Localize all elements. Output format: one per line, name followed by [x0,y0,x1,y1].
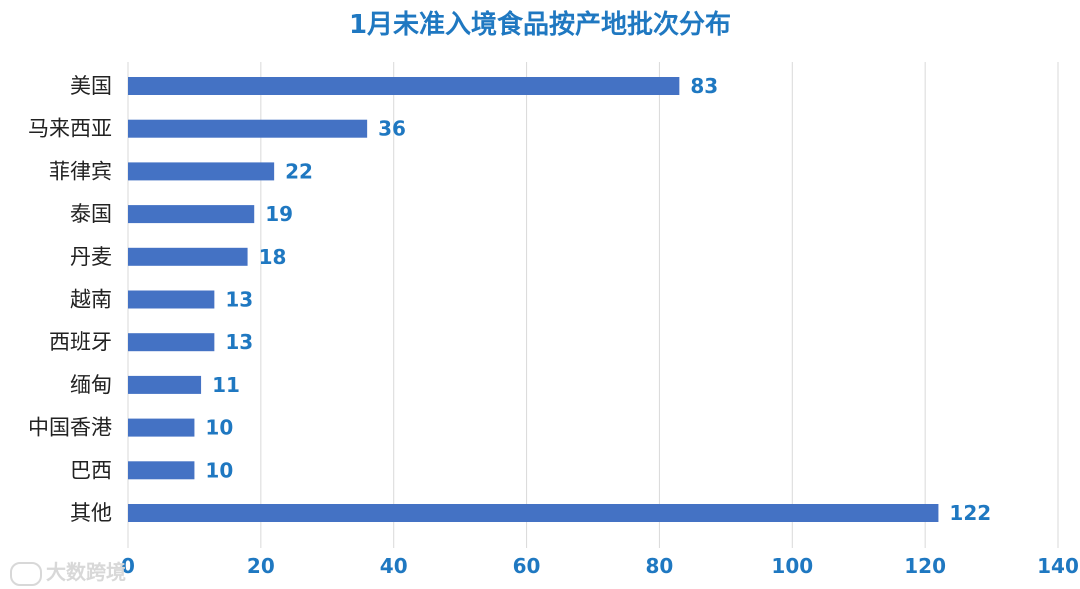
bar [128,247,248,266]
category-label: 越南 [70,288,112,312]
bar [128,504,939,522]
value-label: 13 [225,288,253,312]
bar [128,77,680,95]
category-label: 马来西亚 [28,117,112,141]
category-label: 泰国 [70,202,112,226]
category-label: 缅甸 [70,373,112,397]
value-label: 13 [225,330,253,354]
bar [128,162,275,181]
bar [128,119,368,138]
value-label: 10 [205,416,233,440]
value-label: 36 [378,117,406,141]
x-tick-label: 120 [904,554,946,578]
x-tick-label: 20 [247,554,275,578]
x-tick-label: 80 [646,554,674,578]
category-label: 其他 [70,501,112,525]
x-tick-label: 60 [513,554,541,578]
x-tick-label: 40 [380,554,408,578]
bar [128,418,195,437]
category-label: 西班牙 [49,330,112,354]
category-label: 巴西 [70,458,112,482]
bar [128,290,215,309]
value-label: 10 [205,458,233,482]
bars [128,77,939,522]
category-label: 菲律宾 [49,159,112,183]
value-label: 83 [690,74,718,98]
x-tick-label: 0 [121,554,135,578]
labels: 0 20 40 60 80 100 120 140 美国 83 马来西亚 36 菲律宾 22 泰国 19 丹麦 1… [28,74,1079,578]
watermark: 大数跨境 [10,556,126,586]
logo-icon [10,561,42,586]
value-label: 19 [265,202,293,226]
x-tick-label: 100 [771,554,813,578]
watermark-text: 大数跨境 [46,560,126,584]
value-label: 18 [259,245,287,269]
category-label: 丹麦 [70,245,112,269]
grid-lines [127,62,1059,548]
value-label: 122 [949,501,991,525]
bar [128,375,202,394]
chart-title: 1月未准入境食品按产地批次分布 [349,9,731,40]
bar [128,461,195,480]
category-label: 美国 [70,74,112,98]
category-label: 中国香港 [28,416,112,440]
bar [128,205,255,224]
bar [128,333,215,352]
value-label: 11 [212,373,240,397]
x-tick-label: 140 [1037,554,1079,578]
value-label: 22 [285,159,313,183]
